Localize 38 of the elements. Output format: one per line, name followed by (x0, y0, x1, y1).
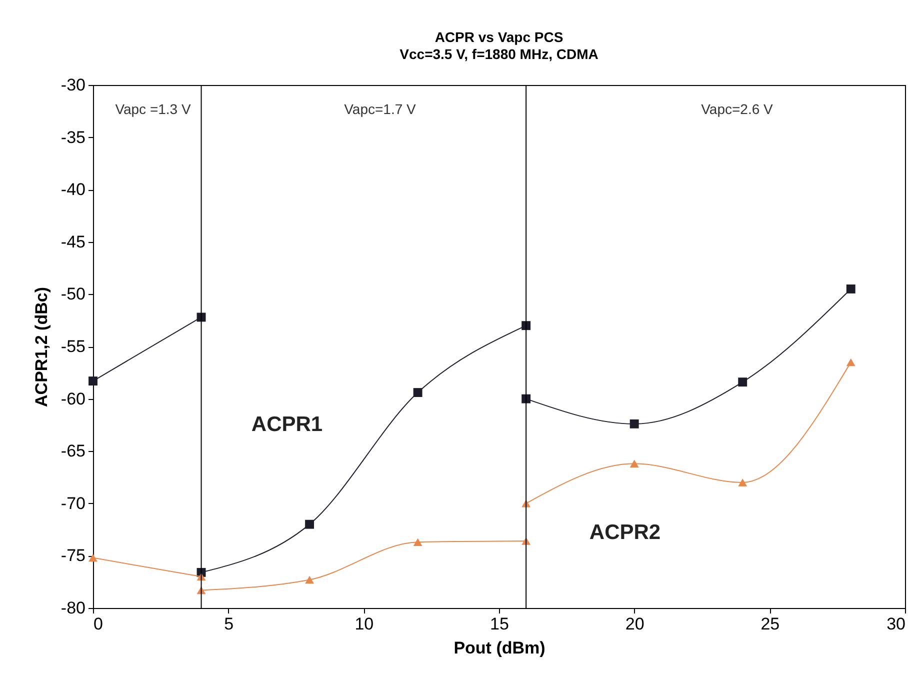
point (305, 576, 314, 584)
point (413, 538, 422, 546)
y-tick-label: -55 (60, 337, 86, 356)
x-axis-title: Pout (dBm) (454, 638, 546, 658)
point (846, 358, 856, 366)
chart-title: ACPR vs Vapc PCS (434, 29, 564, 45)
point (305, 520, 314, 529)
chart-subtitle: Vcc=3.5 V, f=1880 MHz, CDMA (400, 46, 598, 62)
x-tick-label: 25 (760, 614, 780, 634)
x-tick-label: 30 (886, 614, 906, 634)
text: ACPR1 (251, 413, 323, 436)
y-tick-label: -50 (60, 284, 86, 304)
y-tick-label: -35 (60, 128, 86, 147)
point (738, 478, 748, 486)
y-tick-label: -75 (60, 546, 86, 566)
annotation: Vapc=1.7 V (344, 101, 417, 117)
y-tick-label: -80 (60, 598, 86, 618)
point (88, 376, 98, 386)
x-tick-label: 15 (490, 614, 509, 634)
x-tick-label: 0 (94, 614, 103, 634)
y-tick-label: -65 (60, 442, 86, 461)
point (630, 460, 639, 468)
text: ACPR2 (589, 521, 661, 544)
y-tick-label: -40 (60, 180, 86, 200)
point (630, 419, 639, 428)
point (846, 284, 856, 294)
annotation: Vapc=2.6 V (701, 101, 774, 117)
point (738, 378, 748, 387)
y-tick-label: -70 (60, 494, 86, 513)
y-axis-title: ACPR1,2 (dBc) (32, 287, 51, 407)
y-tick-label: -30 (60, 76, 86, 94)
x-tick-label: 5 (224, 614, 234, 634)
point (413, 388, 422, 397)
y-tick-label: -45 (60, 232, 86, 252)
x-tick-label: 10 (354, 614, 374, 634)
annotation: Vapc =1.3 V (115, 101, 192, 117)
y-tick-label: -60 (60, 389, 86, 408)
x-tick-label: 20 (625, 614, 644, 634)
